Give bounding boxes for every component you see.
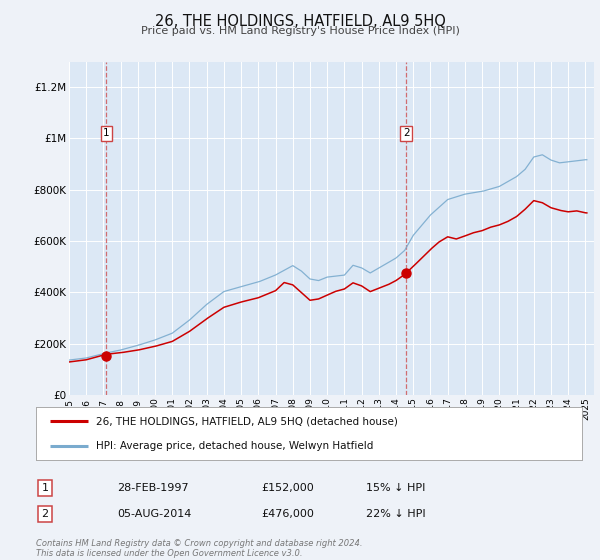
Text: £476,000: £476,000 (261, 509, 314, 519)
Text: 26, THE HOLDINGS, HATFIELD, AL9 5HQ (detached house): 26, THE HOLDINGS, HATFIELD, AL9 5HQ (det… (96, 417, 398, 427)
Text: Contains HM Land Registry data © Crown copyright and database right 2024.
This d: Contains HM Land Registry data © Crown c… (36, 539, 362, 558)
Text: 1: 1 (41, 483, 49, 493)
Text: 1: 1 (103, 128, 110, 138)
Text: 05-AUG-2014: 05-AUG-2014 (117, 509, 191, 519)
Text: £152,000: £152,000 (261, 483, 314, 493)
Text: 28-FEB-1997: 28-FEB-1997 (117, 483, 188, 493)
Text: HPI: Average price, detached house, Welwyn Hatfield: HPI: Average price, detached house, Welw… (96, 441, 373, 451)
Text: 15% ↓ HPI: 15% ↓ HPI (366, 483, 425, 493)
Text: 2: 2 (41, 509, 49, 519)
Text: 22% ↓ HPI: 22% ↓ HPI (366, 509, 425, 519)
Text: 26, THE HOLDINGS, HATFIELD, AL9 5HQ: 26, THE HOLDINGS, HATFIELD, AL9 5HQ (155, 14, 445, 29)
Text: Price paid vs. HM Land Registry's House Price Index (HPI): Price paid vs. HM Land Registry's House … (140, 26, 460, 36)
Text: 2: 2 (403, 128, 409, 138)
